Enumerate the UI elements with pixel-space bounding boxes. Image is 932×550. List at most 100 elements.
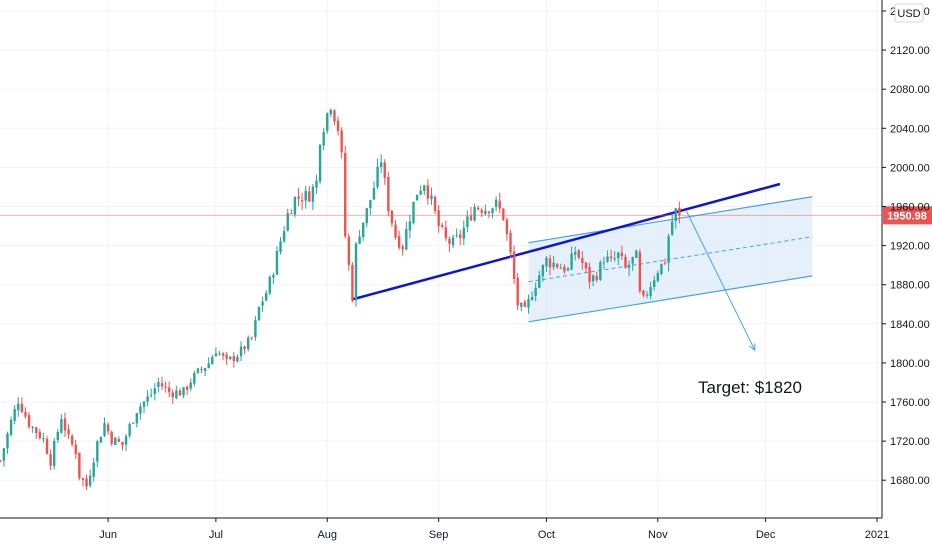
candle xyxy=(379,154,383,174)
candle xyxy=(297,188,300,207)
candle xyxy=(92,457,95,482)
candle xyxy=(24,407,27,419)
candle xyxy=(484,204,487,216)
candle xyxy=(2,447,6,467)
candle xyxy=(617,251,620,266)
candle xyxy=(635,249,638,259)
candle xyxy=(430,187,433,205)
candle xyxy=(35,426,38,440)
candle xyxy=(397,230,401,250)
candle xyxy=(408,214,412,239)
candle xyxy=(150,388,153,398)
y-tick-label: 1840.00 xyxy=(890,319,930,331)
y-tick-label: 1920.00 xyxy=(890,241,930,253)
candle xyxy=(613,250,616,262)
candle xyxy=(264,290,268,302)
candle xyxy=(9,416,13,437)
y-tick-label: 1960.00 xyxy=(890,202,930,214)
x-axis-ticks[interactable]: Jun Jul Aug Sep Oct Nov Dec 2021 xyxy=(99,518,889,541)
candle xyxy=(293,196,297,218)
candle xyxy=(182,386,185,399)
candle xyxy=(455,228,458,238)
candle xyxy=(570,246,573,271)
candle xyxy=(609,249,613,262)
last-price-value: 1950.98 xyxy=(887,210,927,222)
candle xyxy=(390,209,394,228)
candle xyxy=(620,245,624,260)
candle xyxy=(88,469,92,488)
candle xyxy=(480,207,483,218)
candle xyxy=(584,261,588,274)
candle xyxy=(70,433,74,447)
candle xyxy=(117,436,121,443)
candle xyxy=(660,263,663,276)
candle xyxy=(221,351,225,361)
candle xyxy=(17,397,20,417)
candle xyxy=(498,192,501,214)
candle xyxy=(114,436,117,445)
candle xyxy=(674,207,677,229)
candle xyxy=(516,272,519,311)
currency-label: USD xyxy=(897,8,920,20)
candle xyxy=(268,275,271,296)
candle xyxy=(103,417,106,437)
y-tick-label: 1760.00 xyxy=(890,397,930,409)
candle xyxy=(437,205,440,233)
candle xyxy=(559,263,563,269)
currency-badge[interactable]: USD xyxy=(894,3,924,23)
candle xyxy=(361,222,365,242)
candle xyxy=(491,207,494,219)
candle xyxy=(243,345,246,355)
candle xyxy=(110,430,113,446)
candle xyxy=(282,226,286,244)
candle xyxy=(556,263,559,269)
candle xyxy=(229,356,232,361)
candle xyxy=(365,207,368,228)
y-axis-ticks[interactable]: 1680.00 1720.00 1760.00 1800.00 1840.00 1880.… xyxy=(882,6,930,487)
annotation-layer xyxy=(352,182,813,352)
candle xyxy=(189,378,192,392)
candle xyxy=(487,210,491,219)
candle xyxy=(218,351,221,356)
candle xyxy=(653,275,656,291)
y-tick-label: 2080.00 xyxy=(890,84,930,96)
candle xyxy=(167,381,171,398)
candle xyxy=(175,385,178,400)
candle xyxy=(545,256,548,272)
candle xyxy=(599,260,602,281)
candle xyxy=(588,262,591,289)
candle xyxy=(548,254,552,276)
candle xyxy=(372,181,376,201)
candle xyxy=(211,354,214,365)
candle xyxy=(523,299,527,308)
candle xyxy=(476,205,480,211)
candle xyxy=(200,366,203,374)
candle xyxy=(383,159,386,185)
y-tick-label: 1880.00 xyxy=(890,280,930,292)
candle xyxy=(462,220,465,246)
candle xyxy=(74,440,77,460)
candle xyxy=(272,272,275,285)
candle xyxy=(670,213,674,236)
channel-mid-line xyxy=(528,236,813,283)
candle xyxy=(645,291,649,299)
y-tick-label: 1680.00 xyxy=(890,475,930,487)
y-tick-label: 2000.00 xyxy=(890,162,930,174)
candle xyxy=(573,246,577,261)
channel-upper-line xyxy=(528,196,813,244)
candle xyxy=(333,109,336,126)
candle xyxy=(534,282,537,302)
candle xyxy=(433,195,437,214)
candle xyxy=(376,158,379,190)
candle xyxy=(369,199,372,215)
candle xyxy=(426,179,430,205)
candle xyxy=(509,229,512,259)
last-price-label[interactable]: 1950.98 xyxy=(883,206,932,225)
candle xyxy=(354,241,358,307)
target-annotation: Target: $1820 xyxy=(698,378,802,397)
candle xyxy=(290,209,293,215)
candle xyxy=(340,127,343,159)
candle xyxy=(254,316,257,341)
